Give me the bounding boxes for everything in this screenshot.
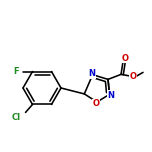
Text: N: N xyxy=(107,91,114,100)
Text: O: O xyxy=(93,100,100,109)
Text: Cl: Cl xyxy=(12,113,21,122)
Text: O: O xyxy=(122,54,129,63)
Text: O: O xyxy=(130,72,136,81)
Text: N: N xyxy=(88,69,95,78)
Text: F: F xyxy=(14,67,19,76)
